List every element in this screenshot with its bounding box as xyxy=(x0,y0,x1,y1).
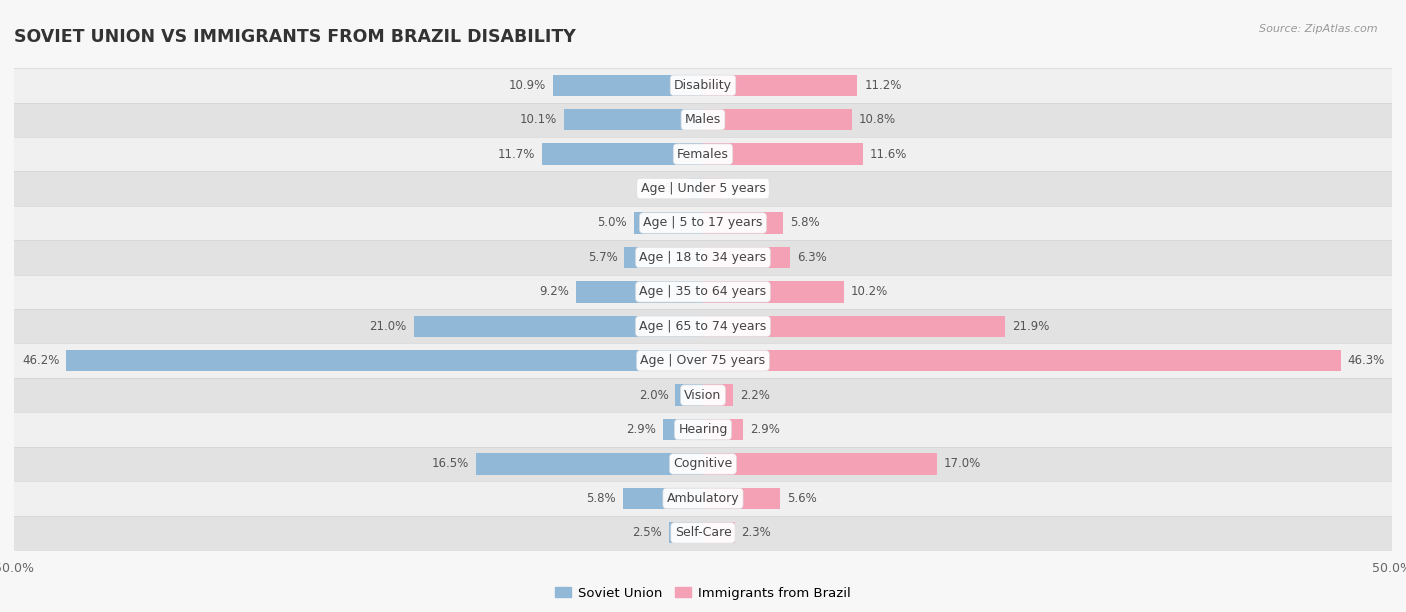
Bar xyxy=(564,109,703,130)
Bar xyxy=(14,102,1392,137)
Bar xyxy=(14,309,1392,343)
Bar xyxy=(553,75,703,96)
Text: 1.4%: 1.4% xyxy=(730,182,759,195)
Text: 5.0%: 5.0% xyxy=(598,217,627,230)
Bar xyxy=(624,247,703,268)
Bar xyxy=(14,275,1392,309)
Text: 10.8%: 10.8% xyxy=(859,113,896,126)
Text: 2.3%: 2.3% xyxy=(741,526,772,539)
Bar xyxy=(14,206,1392,241)
Bar xyxy=(14,515,1392,550)
Bar xyxy=(703,350,1341,371)
Text: 2.9%: 2.9% xyxy=(626,423,657,436)
Bar xyxy=(576,281,703,302)
Bar xyxy=(634,212,703,234)
Bar xyxy=(541,143,703,165)
Bar xyxy=(14,412,1392,447)
Bar xyxy=(703,75,858,96)
Text: 5.6%: 5.6% xyxy=(787,492,817,505)
Text: SOVIET UNION VS IMMIGRANTS FROM BRAZIL DISABILITY: SOVIET UNION VS IMMIGRANTS FROM BRAZIL D… xyxy=(14,28,576,46)
Text: Age | 65 to 74 years: Age | 65 to 74 years xyxy=(640,320,766,333)
Bar xyxy=(413,316,703,337)
Bar xyxy=(14,447,1392,481)
Text: Females: Females xyxy=(678,147,728,160)
Text: 21.0%: 21.0% xyxy=(370,320,406,333)
Text: Age | Under 5 years: Age | Under 5 years xyxy=(641,182,765,195)
Bar xyxy=(623,488,703,509)
Bar xyxy=(703,522,735,543)
Text: 46.3%: 46.3% xyxy=(1348,354,1385,367)
Bar xyxy=(66,350,703,371)
Bar xyxy=(14,137,1392,171)
Text: 10.1%: 10.1% xyxy=(520,113,557,126)
Bar xyxy=(703,419,742,440)
Text: Age | 18 to 34 years: Age | 18 to 34 years xyxy=(640,251,766,264)
Text: 10.9%: 10.9% xyxy=(509,79,546,92)
Text: 6.3%: 6.3% xyxy=(797,251,827,264)
Text: 46.2%: 46.2% xyxy=(22,354,59,367)
Bar xyxy=(703,453,938,475)
Text: 5.8%: 5.8% xyxy=(790,217,820,230)
Bar xyxy=(703,316,1005,337)
Bar xyxy=(703,247,790,268)
Text: Males: Males xyxy=(685,113,721,126)
Bar xyxy=(14,343,1392,378)
Bar xyxy=(703,178,723,200)
Bar xyxy=(14,171,1392,206)
Bar xyxy=(14,378,1392,412)
Bar xyxy=(703,488,780,509)
Bar xyxy=(475,453,703,475)
Bar xyxy=(703,384,734,406)
Text: 2.5%: 2.5% xyxy=(631,526,662,539)
Text: 9.2%: 9.2% xyxy=(540,285,569,298)
Text: Vision: Vision xyxy=(685,389,721,401)
Text: Ambulatory: Ambulatory xyxy=(666,492,740,505)
Text: 5.8%: 5.8% xyxy=(586,492,616,505)
Bar xyxy=(690,178,703,200)
Bar xyxy=(703,212,783,234)
Bar xyxy=(14,68,1392,102)
Text: 2.2%: 2.2% xyxy=(740,389,770,401)
Text: 5.7%: 5.7% xyxy=(588,251,617,264)
Text: Age | Over 75 years: Age | Over 75 years xyxy=(641,354,765,367)
Text: Source: ZipAtlas.com: Source: ZipAtlas.com xyxy=(1260,24,1378,34)
Text: 11.6%: 11.6% xyxy=(870,147,907,160)
Bar xyxy=(703,281,844,302)
Text: 17.0%: 17.0% xyxy=(945,458,981,471)
Text: Self-Care: Self-Care xyxy=(675,526,731,539)
Text: Disability: Disability xyxy=(673,79,733,92)
Text: 0.95%: 0.95% xyxy=(645,182,683,195)
Bar xyxy=(703,143,863,165)
Bar xyxy=(664,419,703,440)
Text: Hearing: Hearing xyxy=(678,423,728,436)
Bar xyxy=(675,384,703,406)
Text: Age | 5 to 17 years: Age | 5 to 17 years xyxy=(644,217,762,230)
Text: 11.7%: 11.7% xyxy=(498,147,534,160)
Bar xyxy=(14,481,1392,515)
Bar xyxy=(14,240,1392,275)
Text: 2.0%: 2.0% xyxy=(638,389,669,401)
Text: Cognitive: Cognitive xyxy=(673,458,733,471)
Text: Age | 35 to 64 years: Age | 35 to 64 years xyxy=(640,285,766,298)
Legend: Soviet Union, Immigrants from Brazil: Soviet Union, Immigrants from Brazil xyxy=(550,581,856,605)
Text: 11.2%: 11.2% xyxy=(865,79,901,92)
Text: 21.9%: 21.9% xyxy=(1012,320,1049,333)
Bar xyxy=(703,109,852,130)
Text: 2.9%: 2.9% xyxy=(749,423,780,436)
Bar xyxy=(669,522,703,543)
Text: 16.5%: 16.5% xyxy=(432,458,468,471)
Text: 10.2%: 10.2% xyxy=(851,285,887,298)
